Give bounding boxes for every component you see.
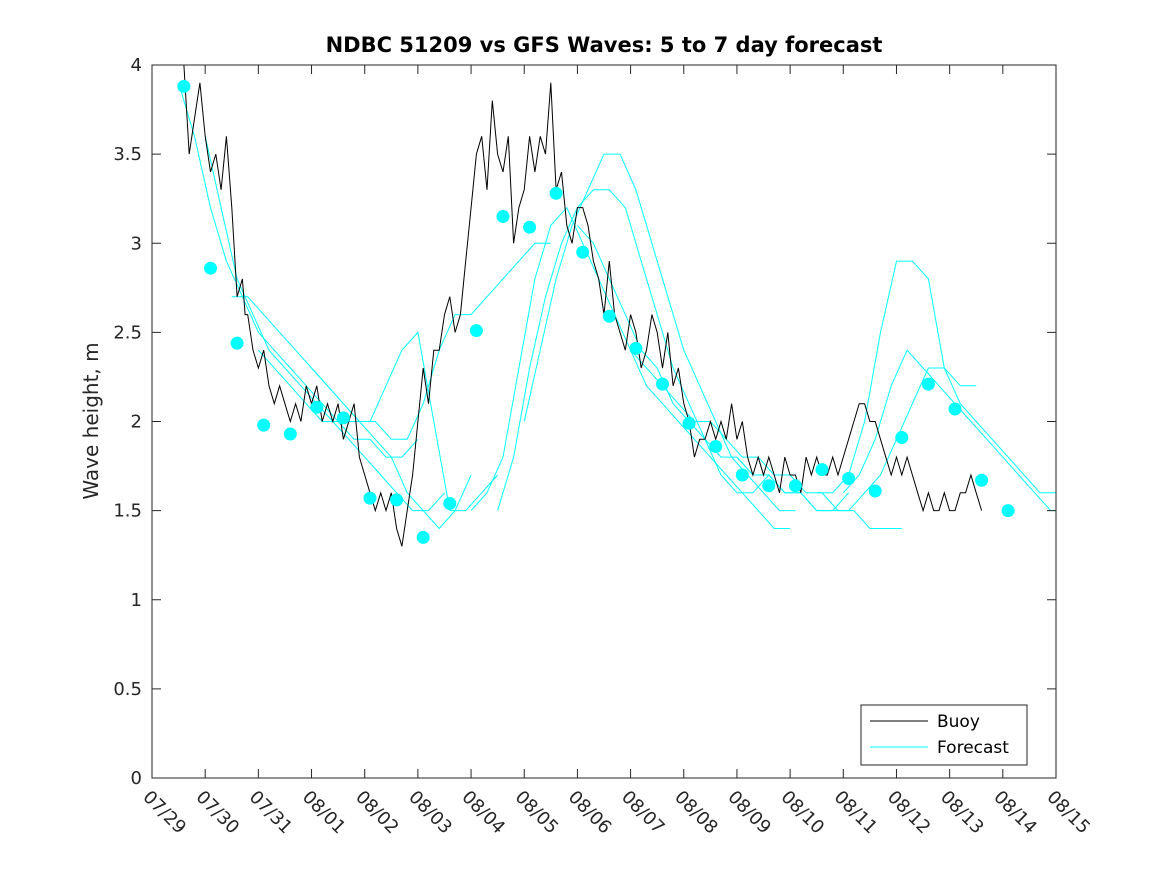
forecast-run-line-7 <box>497 189 770 511</box>
y-axis-label: Wave height, m <box>79 342 103 499</box>
forecast-marker-27 <box>868 484 882 498</box>
forecast-run-line-4 <box>258 331 498 512</box>
legend-buoy-label: Buoy <box>937 712 980 732</box>
y-tick-label-6: 3 <box>131 233 142 254</box>
forecast-marker-17 <box>602 309 616 323</box>
y-tick-label-5: 2.5 <box>113 322 142 343</box>
forecast-marker-5 <box>283 427 297 441</box>
forecast-marker-6 <box>310 400 324 414</box>
forecast-marker-21 <box>709 440 723 453</box>
forecast-marker-12 <box>469 324 483 338</box>
y-tick-label-2: 1 <box>131 590 142 611</box>
forecast-marker-16 <box>576 245 590 259</box>
forecast-marker-22 <box>735 468 749 482</box>
forecast-run-line-12 <box>816 260 1056 494</box>
forecast-marker-4 <box>257 418 271 432</box>
legend-forecast-label: Forecast <box>937 738 1009 758</box>
forecast-marker-8 <box>363 491 377 505</box>
forecast-marker-24 <box>788 479 802 493</box>
forecast-marker-25 <box>815 463 829 477</box>
forecast-marker-29 <box>921 377 935 391</box>
legend-box <box>860 704 1028 766</box>
forecast-marker-7 <box>336 411 350 425</box>
forecast-marker-11 <box>443 497 457 510</box>
forecast-marker-2 <box>204 261 217 275</box>
forecast-marker-1 <box>177 79 191 93</box>
y-tick-label-1: 0.5 <box>113 679 142 700</box>
legend: Buoy Forecast <box>860 704 1028 766</box>
buoy-line <box>178 65 983 547</box>
forecast-marker-19 <box>656 377 669 391</box>
chart-title: NDBC 51209 vs GFS Waves: 5 to 7 day fore… <box>326 33 883 57</box>
forecast-marker-9 <box>390 493 404 507</box>
forecast-marker-30 <box>948 402 962 416</box>
forecast-marker-31 <box>975 473 989 487</box>
forecast-marker-23 <box>762 479 776 493</box>
forecast-marker-13 <box>496 210 510 223</box>
y-tick-label-4: 2 <box>131 412 142 433</box>
y-tick-label-7: 3.5 <box>113 144 142 165</box>
forecast-marker-32 <box>1001 504 1015 518</box>
plot-area <box>152 65 1056 778</box>
forecast-marker-14 <box>523 220 537 234</box>
forecast-run-line-1 <box>178 82 419 458</box>
forecast-marker-15 <box>549 186 563 200</box>
plot-series-group <box>177 65 1056 547</box>
forecast-marker-3 <box>230 336 244 350</box>
y-tick-label-0: 0 <box>131 768 142 789</box>
forecast-marker-26 <box>842 472 856 485</box>
forecast-marker-18 <box>629 341 643 355</box>
forecast-marker-20 <box>682 416 696 430</box>
forecast-marker-10 <box>416 530 430 544</box>
y-tick-label-8: 4 <box>131 55 142 76</box>
forecast-marker-28 <box>895 431 909 444</box>
plot-border <box>151 64 1057 779</box>
y-tick-label-3: 1.5 <box>113 501 142 522</box>
